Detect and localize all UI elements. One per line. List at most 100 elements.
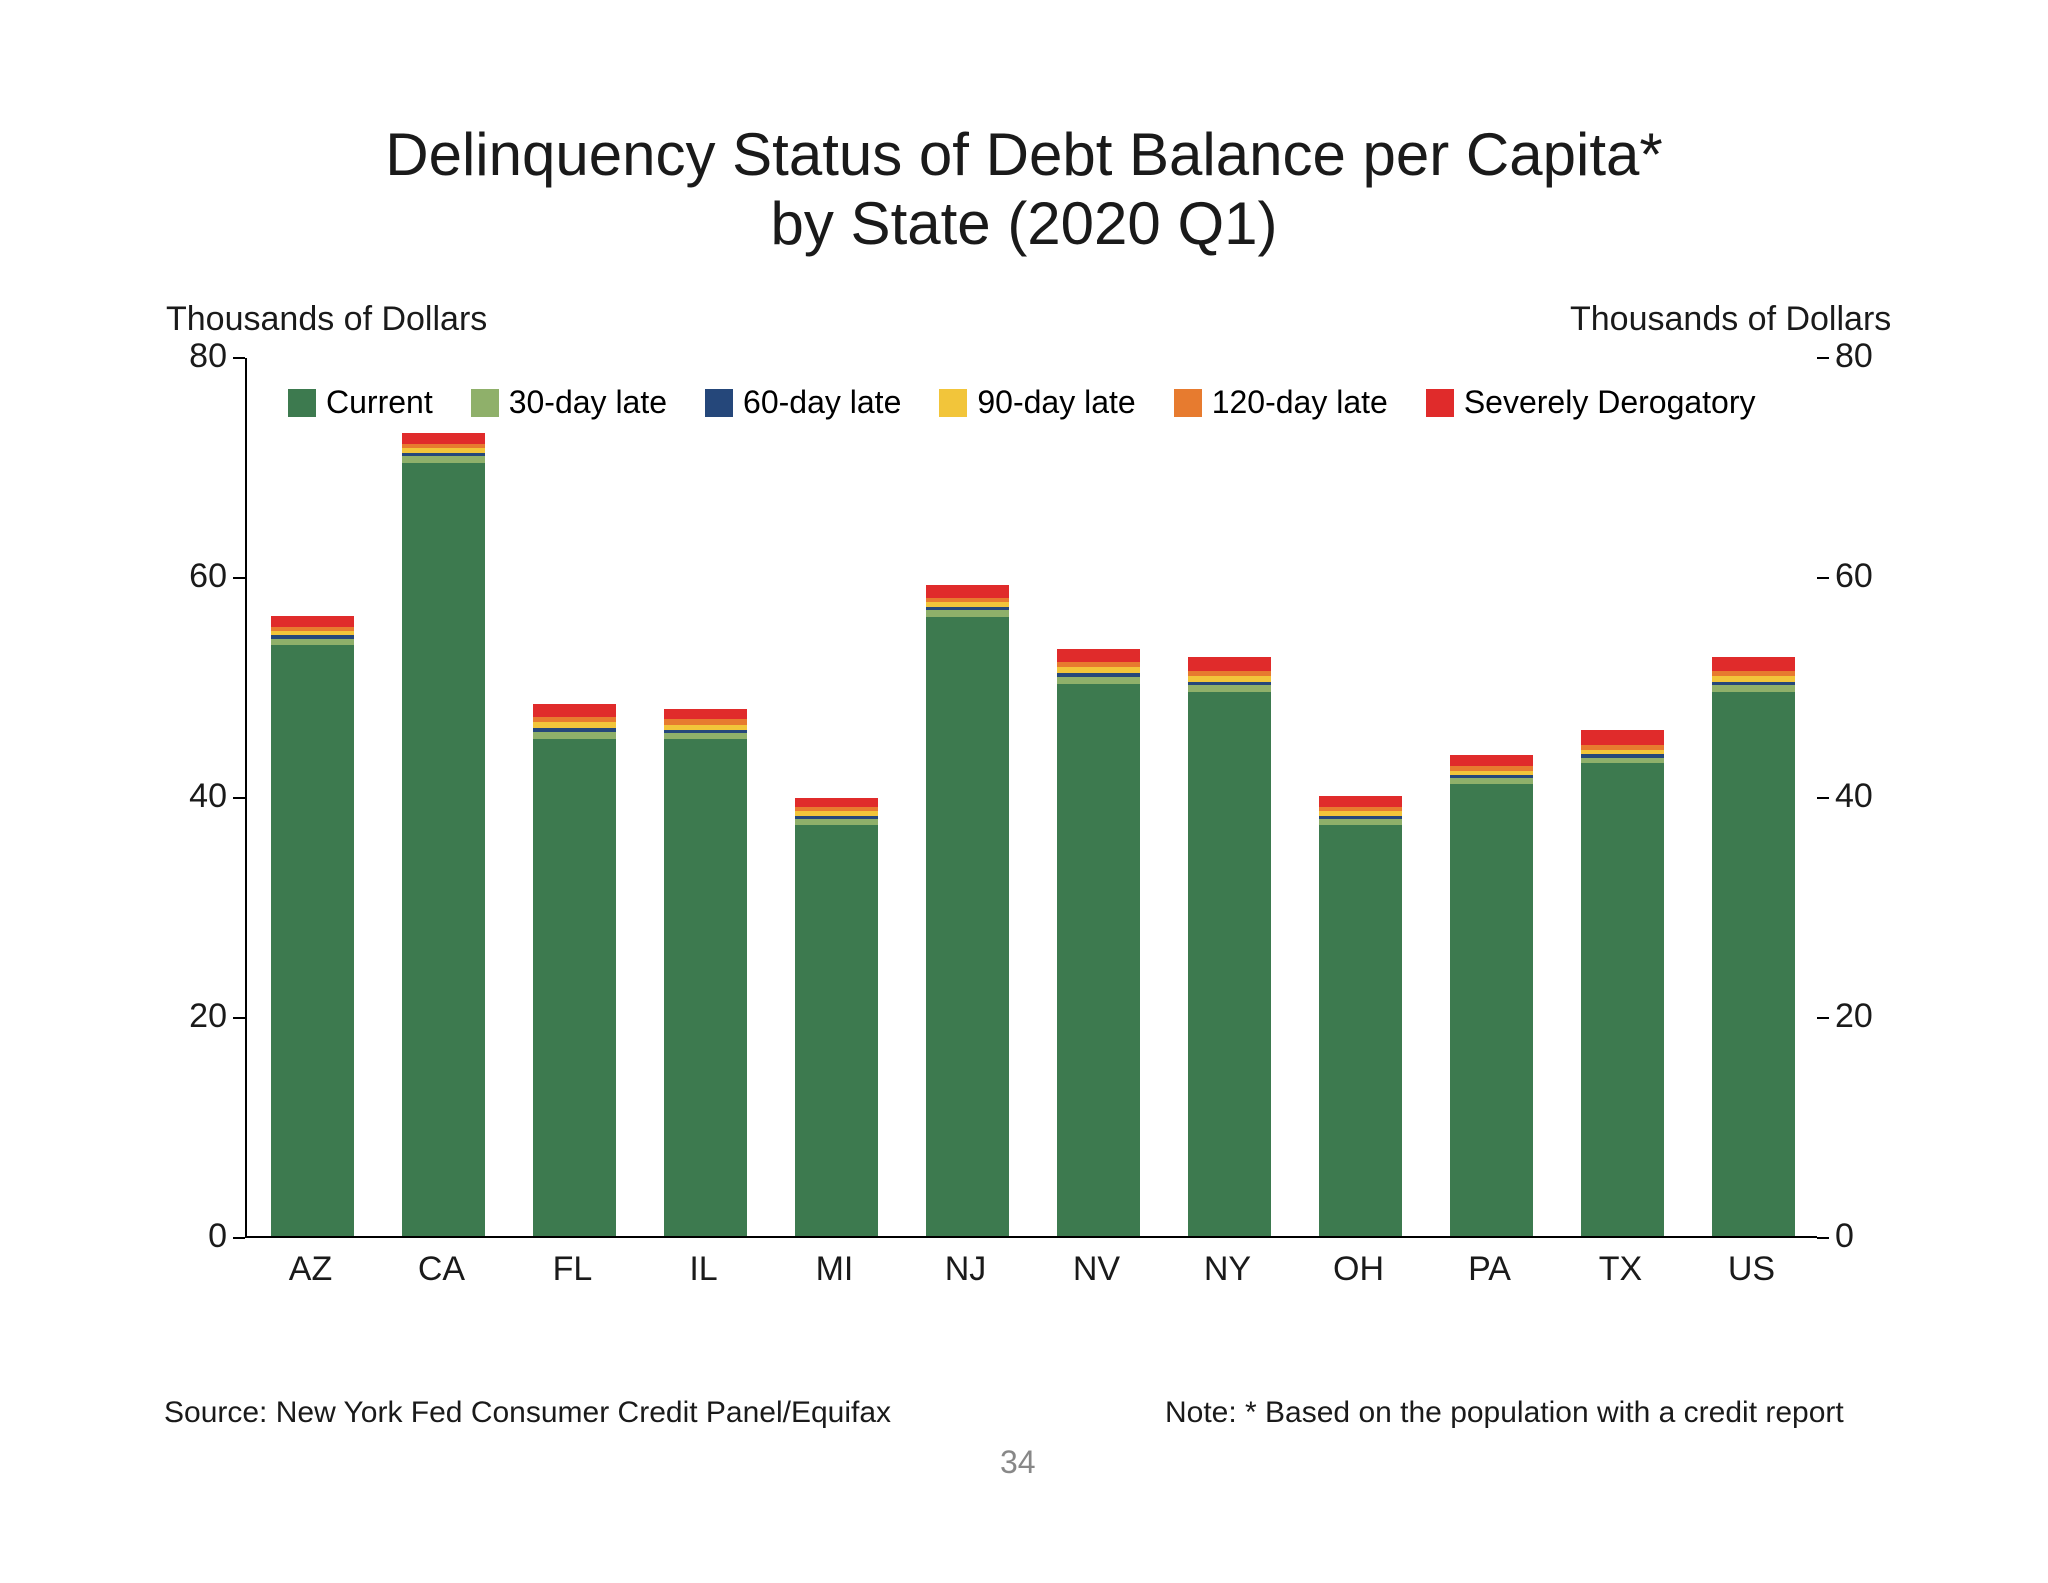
x-tick-label: PA bbox=[1424, 1250, 1555, 1289]
bar-segment bbox=[1450, 771, 1534, 775]
page-number: 34 bbox=[1000, 1444, 1036, 1481]
y-tick-mark-left bbox=[233, 357, 245, 359]
bar-segment bbox=[795, 807, 879, 811]
bar-segment bbox=[1188, 685, 1272, 692]
bar-segment bbox=[795, 811, 879, 815]
bar-segment bbox=[533, 732, 617, 739]
bar-segment bbox=[664, 709, 748, 719]
bar-segment bbox=[271, 635, 355, 638]
bar-segment bbox=[1319, 819, 1403, 825]
legend-item: Current bbox=[288, 384, 433, 421]
y-tick-label-left: 0 bbox=[208, 1217, 227, 1256]
bar-segment bbox=[664, 739, 748, 1236]
y-axis-label-left: Thousands of Dollars bbox=[166, 300, 487, 339]
chart-title: Delinquency Status of Debt Balance per C… bbox=[0, 120, 2048, 258]
bar-segment bbox=[1188, 682, 1272, 685]
bar-segment bbox=[1319, 816, 1403, 819]
bar-segment bbox=[1450, 755, 1534, 766]
bar-group bbox=[1712, 358, 1796, 1236]
bar-segment bbox=[402, 456, 486, 463]
bar-segment bbox=[664, 730, 748, 733]
bar-segment bbox=[1581, 763, 1665, 1236]
bar-segment bbox=[1319, 825, 1403, 1236]
legend-item: 90-day late bbox=[939, 384, 1135, 421]
x-tick-label: US bbox=[1686, 1250, 1817, 1289]
y-tick-label-right: 40 bbox=[1835, 777, 1873, 816]
bar-segment bbox=[1581, 745, 1665, 749]
x-tick-label: FL bbox=[507, 1250, 638, 1289]
legend-swatch bbox=[705, 389, 733, 417]
bar-segment bbox=[1581, 750, 1665, 754]
bar-group bbox=[1057, 358, 1141, 1236]
bar-segment bbox=[926, 585, 1010, 598]
y-tick-label-right: 60 bbox=[1835, 557, 1873, 596]
y-tick-mark-left bbox=[233, 1237, 245, 1239]
legend-label: 90-day late bbox=[977, 384, 1135, 421]
bar-group bbox=[664, 358, 748, 1236]
bar-segment bbox=[926, 598, 1010, 602]
bar-segment bbox=[795, 816, 879, 819]
x-tick-label: CA bbox=[376, 1250, 507, 1289]
x-tick-label: IL bbox=[638, 1250, 769, 1289]
title-line-1: Delinquency Status of Debt Balance per C… bbox=[0, 120, 2048, 189]
bar-segment bbox=[926, 602, 1010, 606]
legend-label: 30-day late bbox=[509, 384, 667, 421]
bar-segment bbox=[1450, 775, 1534, 778]
bar-group bbox=[1581, 358, 1665, 1236]
x-tick-label: MI bbox=[769, 1250, 900, 1289]
bar-segment bbox=[1450, 766, 1534, 770]
legend-item: 60-day late bbox=[705, 384, 901, 421]
bar-segment bbox=[1057, 662, 1141, 668]
bar-segment bbox=[926, 610, 1010, 617]
legend-label: Severely Derogatory bbox=[1464, 384, 1756, 421]
legend-item: 30-day late bbox=[471, 384, 667, 421]
bar-segment bbox=[1712, 692, 1796, 1237]
y-tick-mark-right bbox=[1817, 577, 1829, 579]
bar-segment bbox=[533, 717, 617, 723]
bar-segment bbox=[1581, 754, 1665, 757]
bar-segment bbox=[1057, 684, 1141, 1236]
x-tick-label: OH bbox=[1293, 1250, 1424, 1289]
bar-segment bbox=[402, 463, 486, 1236]
bar-segment bbox=[1712, 682, 1796, 685]
legend-swatch bbox=[939, 389, 967, 417]
bar-segment bbox=[533, 722, 617, 728]
x-tick-label: NY bbox=[1162, 1250, 1293, 1289]
legend-label: 60-day late bbox=[743, 384, 901, 421]
y-tick-label-left: 20 bbox=[189, 997, 227, 1036]
bar-group bbox=[1319, 358, 1403, 1236]
bar-segment bbox=[402, 444, 486, 448]
bar-segment bbox=[1188, 671, 1272, 677]
bar-segment bbox=[402, 453, 486, 456]
bar-segment bbox=[1581, 730, 1665, 745]
bar-segment bbox=[1712, 657, 1796, 670]
bar-segment bbox=[271, 627, 355, 631]
bar-segment bbox=[1057, 673, 1141, 677]
bar-segment bbox=[1057, 667, 1141, 673]
bar-segment bbox=[1188, 676, 1272, 682]
y-tick-label-right: 80 bbox=[1835, 337, 1873, 376]
y-tick-mark-right bbox=[1817, 357, 1829, 359]
bar-segment bbox=[1450, 778, 1534, 784]
y-tick-label-left: 40 bbox=[189, 777, 227, 816]
bar-segment bbox=[664, 733, 748, 739]
bar-segment bbox=[795, 798, 879, 807]
bar-group bbox=[1188, 358, 1272, 1236]
bar-segment bbox=[1319, 796, 1403, 807]
bar-segment bbox=[1581, 758, 1665, 764]
legend-swatch bbox=[1174, 389, 1202, 417]
bar-group bbox=[926, 358, 1010, 1236]
bar-segment bbox=[926, 607, 1010, 610]
bar-segment bbox=[664, 725, 748, 731]
y-tick-label-right: 20 bbox=[1835, 997, 1873, 1036]
y-tick-mark-right bbox=[1817, 797, 1829, 799]
y-tick-mark-right bbox=[1817, 1237, 1829, 1239]
bar-segment bbox=[1712, 685, 1796, 692]
legend-item: 120-day late bbox=[1174, 384, 1388, 421]
bar-segment bbox=[1188, 692, 1272, 1237]
legend-label: Current bbox=[326, 384, 433, 421]
bar-segment bbox=[795, 819, 879, 825]
y-tick-label-right: 0 bbox=[1835, 1217, 1854, 1256]
legend-label: 120-day late bbox=[1212, 384, 1388, 421]
bar-segment bbox=[533, 704, 617, 717]
